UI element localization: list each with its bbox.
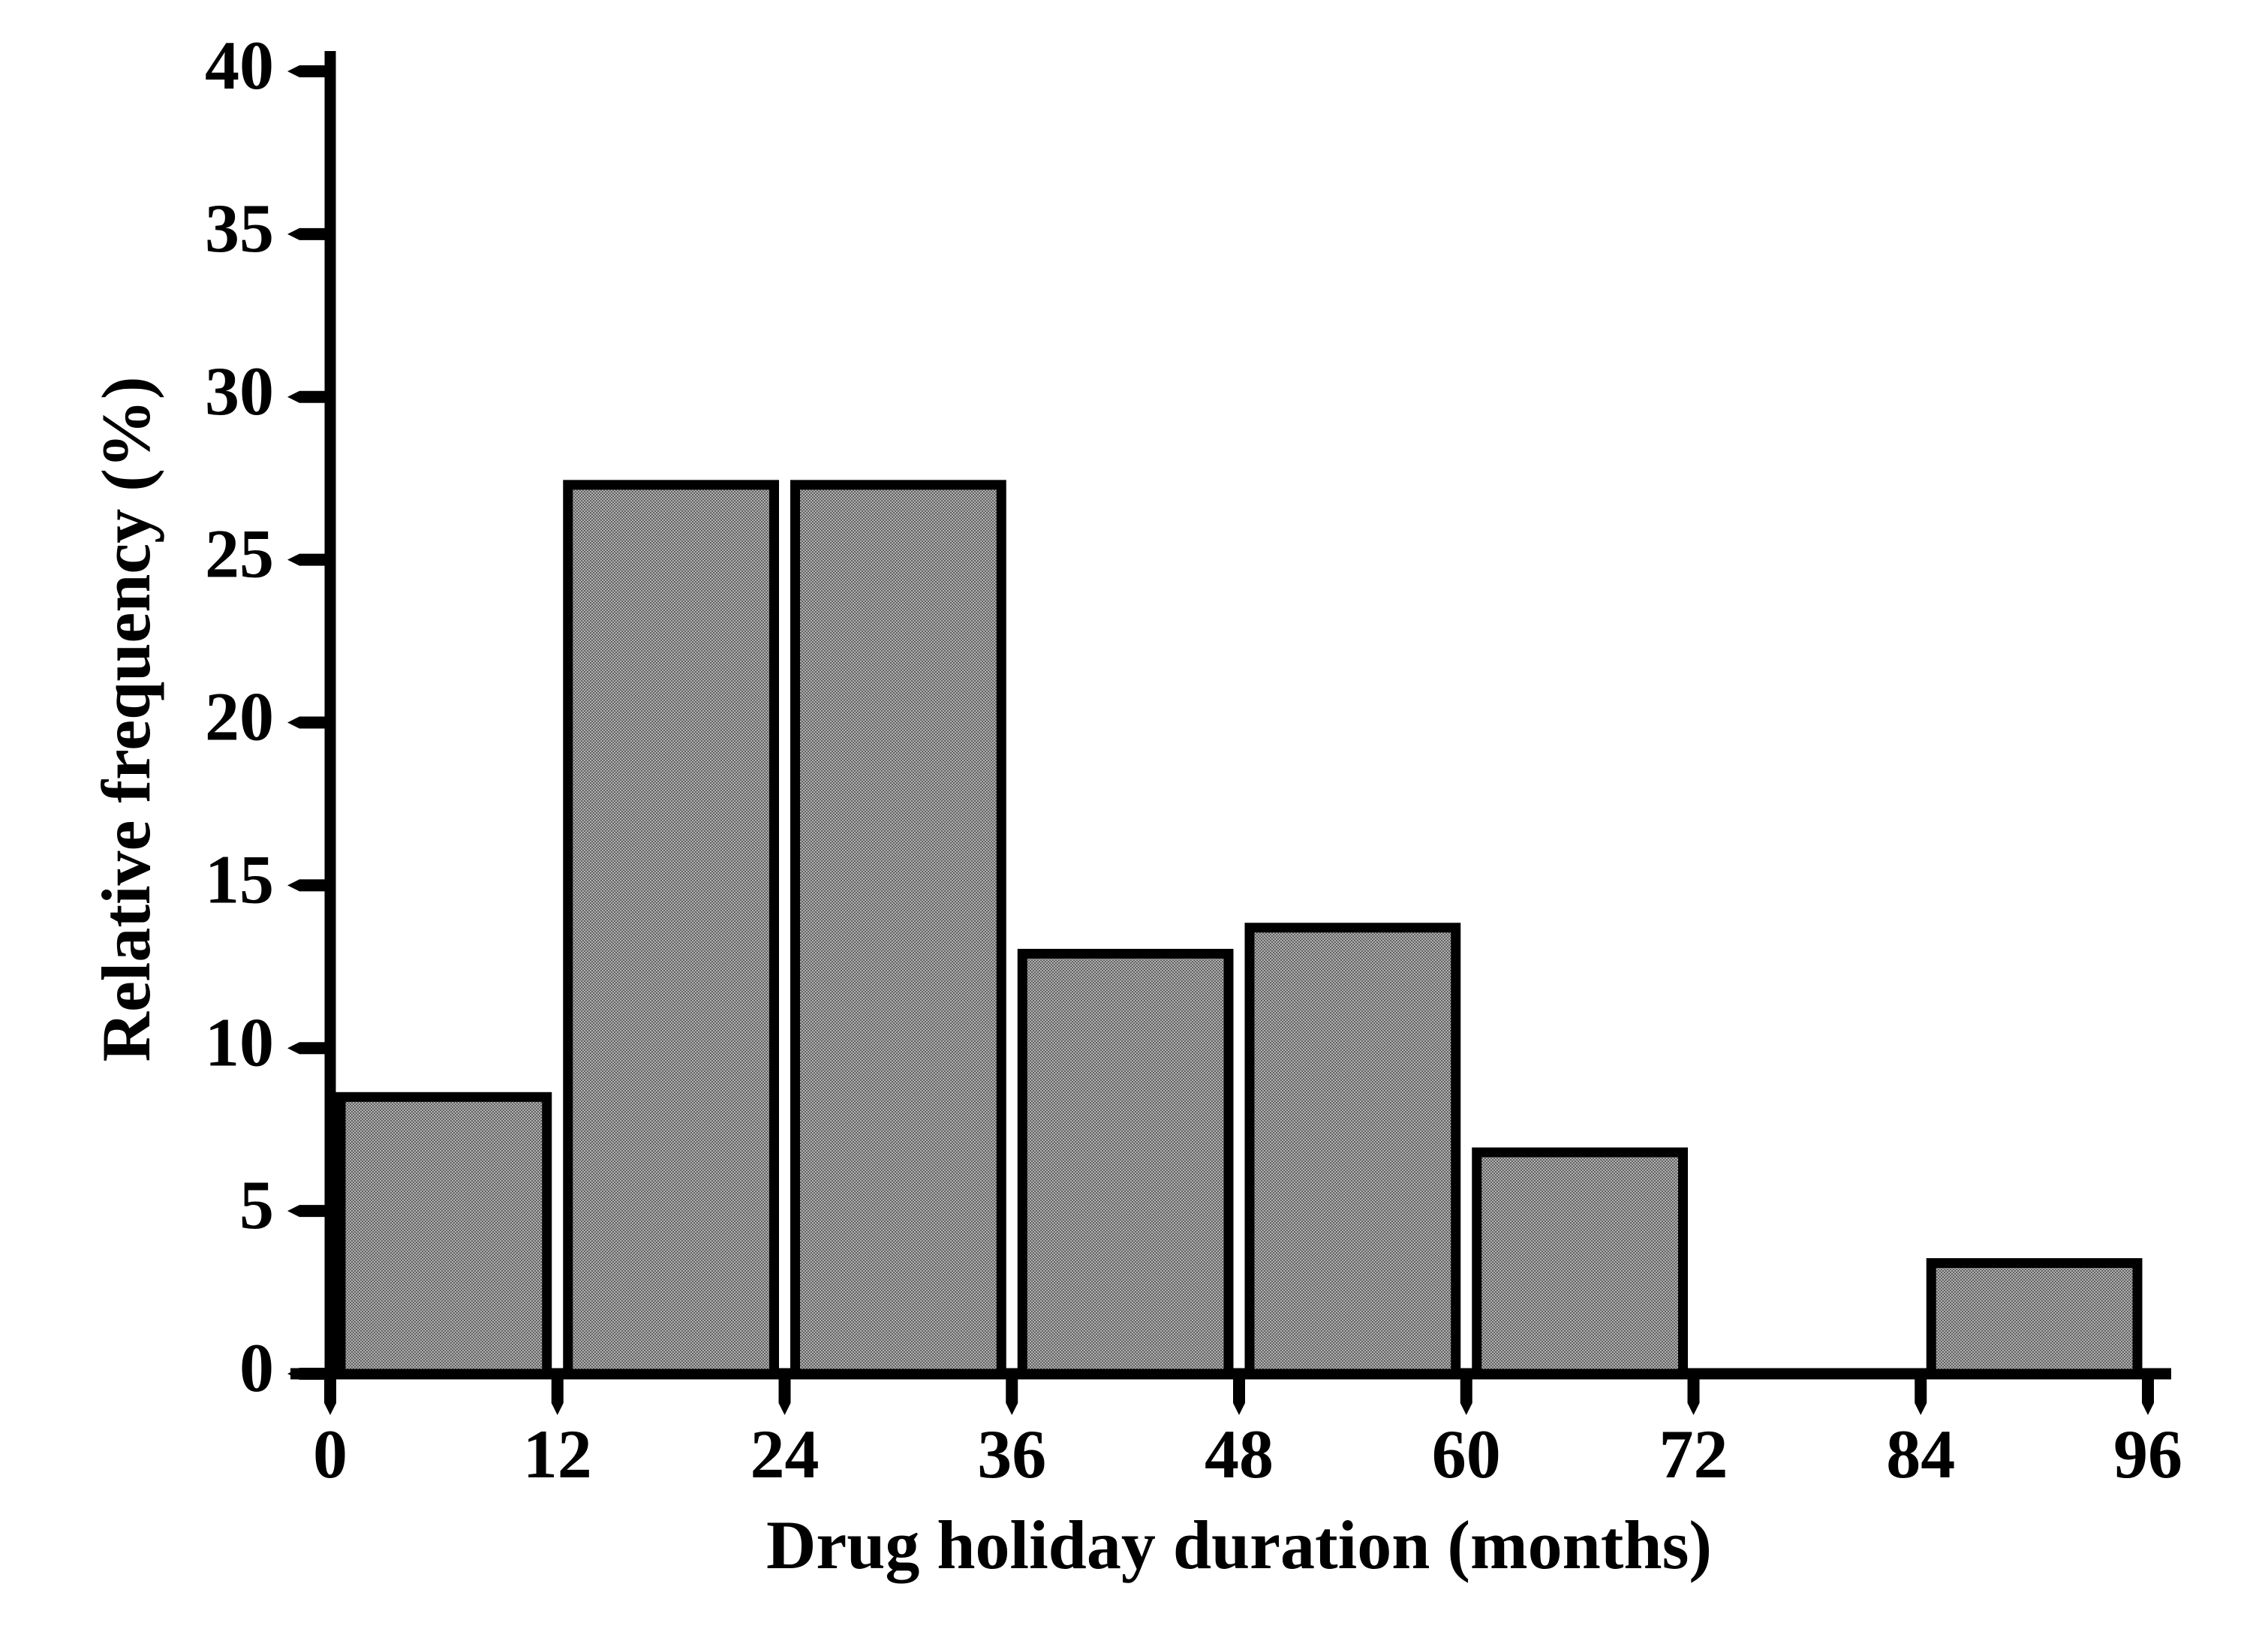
x-tick-label-24: 24 (750, 1416, 820, 1492)
bar-60-72 (1472, 1147, 1688, 1379)
y-axis (324, 51, 336, 1380)
y-tick-30 (287, 390, 331, 403)
y-tick-35 (287, 227, 331, 240)
y-tick-label-25: 25 (205, 516, 274, 592)
y-tick-10 (287, 1042, 331, 1055)
y-tick-label-0: 0 (239, 1329, 274, 1406)
x-tick-36 (1006, 1375, 1018, 1415)
y-tick-label-30: 30 (205, 353, 274, 429)
y-tick-label-10: 10 (205, 1004, 274, 1080)
bar-48-60 (1244, 923, 1461, 1379)
x-tick-60 (1460, 1375, 1472, 1415)
x-tick-label-96: 96 (2113, 1416, 2182, 1492)
x-tick-label-72: 72 (1659, 1416, 1728, 1492)
x-tick-label-60: 60 (1432, 1416, 1501, 1492)
x-tick-24 (778, 1375, 791, 1415)
y-tick-40 (287, 65, 331, 77)
bar-0-12 (335, 1091, 552, 1379)
y-tick-label-40: 40 (205, 27, 274, 104)
x-tick-label-12: 12 (523, 1416, 592, 1492)
x-tick-0 (324, 1375, 336, 1415)
y-tick-25 (287, 553, 331, 566)
x-axis-title: Drug holiday duration (months) (766, 1507, 1713, 1583)
y-tick-label-15: 15 (205, 841, 274, 917)
y-tick-label-35: 35 (205, 190, 274, 266)
y-tick-label-20: 20 (205, 679, 274, 755)
y-tick-label-5: 5 (239, 1167, 274, 1243)
x-tick-96 (2142, 1375, 2154, 1415)
x-tick-84 (1915, 1375, 1927, 1415)
x-tick-48 (1233, 1375, 1245, 1415)
x-tick-label-48: 48 (1205, 1416, 1274, 1492)
x-tick-72 (1687, 1375, 1700, 1415)
y-tick-15 (287, 879, 331, 892)
y-tick-0 (287, 1368, 331, 1380)
y-tick-20 (287, 716, 331, 729)
x-tick-label-0: 0 (313, 1416, 347, 1492)
x-tick-label-36: 36 (977, 1416, 1046, 1492)
y-tick-5 (287, 1205, 331, 1218)
bar-84-96 (1926, 1258, 2143, 1379)
bar-24-36 (790, 480, 1006, 1379)
x-tick-12 (551, 1375, 564, 1415)
bar-36-48 (1017, 948, 1234, 1379)
bar-12-24 (563, 480, 779, 1379)
x-tick-label-84: 84 (1886, 1416, 1955, 1492)
